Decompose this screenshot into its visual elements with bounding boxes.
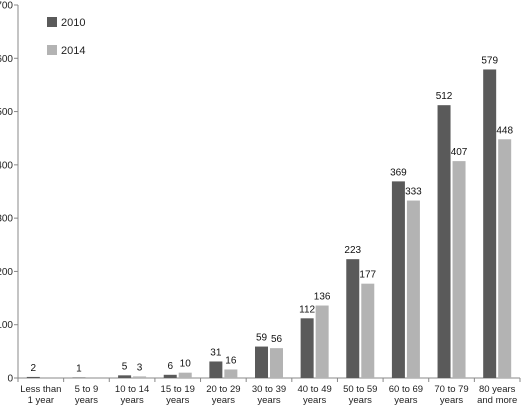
bars bbox=[26, 69, 512, 379]
data-label-2010-7: 223 bbox=[344, 245, 361, 256]
data-label-2014-2: 3 bbox=[137, 362, 143, 373]
x-tick-label: 10 to 14 years bbox=[115, 384, 149, 406]
legend-label-2014: 2014 bbox=[61, 45, 85, 57]
x-tick-label: 20 to 29 years bbox=[206, 384, 240, 406]
bar-2014-9 bbox=[452, 161, 466, 378]
x-tick-label: 30 to 39 years bbox=[252, 384, 286, 406]
data-label-2010-6: 112 bbox=[299, 304, 315, 315]
bar-2014-6 bbox=[315, 305, 329, 378]
data-label-2010-8: 369 bbox=[390, 167, 407, 178]
y-tick-label: 0 bbox=[7, 374, 13, 385]
y-tick-label: 200 bbox=[0, 267, 13, 278]
bar-2014-2 bbox=[133, 376, 147, 378]
data-label-2014-6: 136 bbox=[314, 292, 331, 303]
y-tick-label: 600 bbox=[0, 54, 13, 65]
data-label-2010-2: 5 bbox=[122, 361, 128, 372]
bar-2010-4 bbox=[209, 361, 223, 378]
data-label-2014-5: 56 bbox=[271, 334, 283, 345]
data-label-2010-0: 2 bbox=[31, 363, 37, 374]
bar-2010-7 bbox=[346, 259, 360, 378]
data-label-2014-3: 10 bbox=[180, 359, 192, 370]
x-tick-label: 80 years and more bbox=[477, 384, 517, 406]
x-tick-label: 60 to 69 years bbox=[389, 384, 423, 406]
bar-2014-10 bbox=[498, 139, 512, 378]
data-label-2010-3: 6 bbox=[167, 361, 173, 372]
bar-2010-6 bbox=[300, 318, 314, 378]
data-label-2014-10: 448 bbox=[496, 125, 513, 136]
data-label-2010-5: 59 bbox=[256, 333, 268, 344]
data-label-2014-7: 177 bbox=[359, 270, 376, 281]
x-tick-label: 40 to 49 years bbox=[297, 384, 331, 406]
bar-2010-10 bbox=[483, 69, 497, 379]
legend-label-2010: 2010 bbox=[61, 17, 85, 29]
data-label-2014-4: 16 bbox=[225, 355, 237, 366]
bar-2010-0 bbox=[26, 376, 40, 378]
x-tick-label: 15 to 19 years bbox=[161, 384, 195, 406]
bar-2010-5 bbox=[255, 346, 268, 378]
bar-2014-3 bbox=[178, 372, 192, 378]
data-label-2010-9: 512 bbox=[436, 91, 453, 102]
y-tick-label: 400 bbox=[0, 160, 13, 171]
data-label-2014-8: 333 bbox=[405, 187, 422, 198]
bar-2010-1 bbox=[72, 377, 86, 378]
legend-swatch-2010 bbox=[47, 17, 57, 27]
y-tick-label: 500 bbox=[0, 107, 13, 118]
data-label-2014-9: 407 bbox=[451, 147, 468, 158]
legend: 2010 2014 bbox=[47, 17, 85, 57]
legend-swatch-2014 bbox=[47, 45, 57, 55]
bar-2010-3 bbox=[163, 374, 177, 378]
bar-2014-8 bbox=[406, 200, 420, 378]
data-label-2010-1: 1 bbox=[76, 363, 82, 374]
data-label-2010-4: 31 bbox=[210, 347, 222, 358]
bar-2010-2 bbox=[118, 375, 132, 378]
bar-2010-9 bbox=[437, 105, 451, 379]
bar-2010-8 bbox=[391, 181, 405, 378]
bar-2014-4 bbox=[224, 369, 238, 378]
y-tick-label: 100 bbox=[0, 320, 13, 331]
y-tick-label: 300 bbox=[0, 214, 13, 225]
bar-2014-7 bbox=[361, 283, 375, 378]
x-tick-label: 50 to 59 years bbox=[343, 384, 377, 406]
x-tick-label: Less than 1 year bbox=[20, 384, 61, 406]
bar-2014-5 bbox=[270, 348, 283, 378]
x-tick-label: 5 to 9 years bbox=[75, 384, 99, 406]
y-tick-label: 700 bbox=[0, 1, 13, 12]
x-tick-label: 70 to 79 years bbox=[434, 384, 468, 406]
data-label-2010-10: 579 bbox=[481, 55, 498, 66]
